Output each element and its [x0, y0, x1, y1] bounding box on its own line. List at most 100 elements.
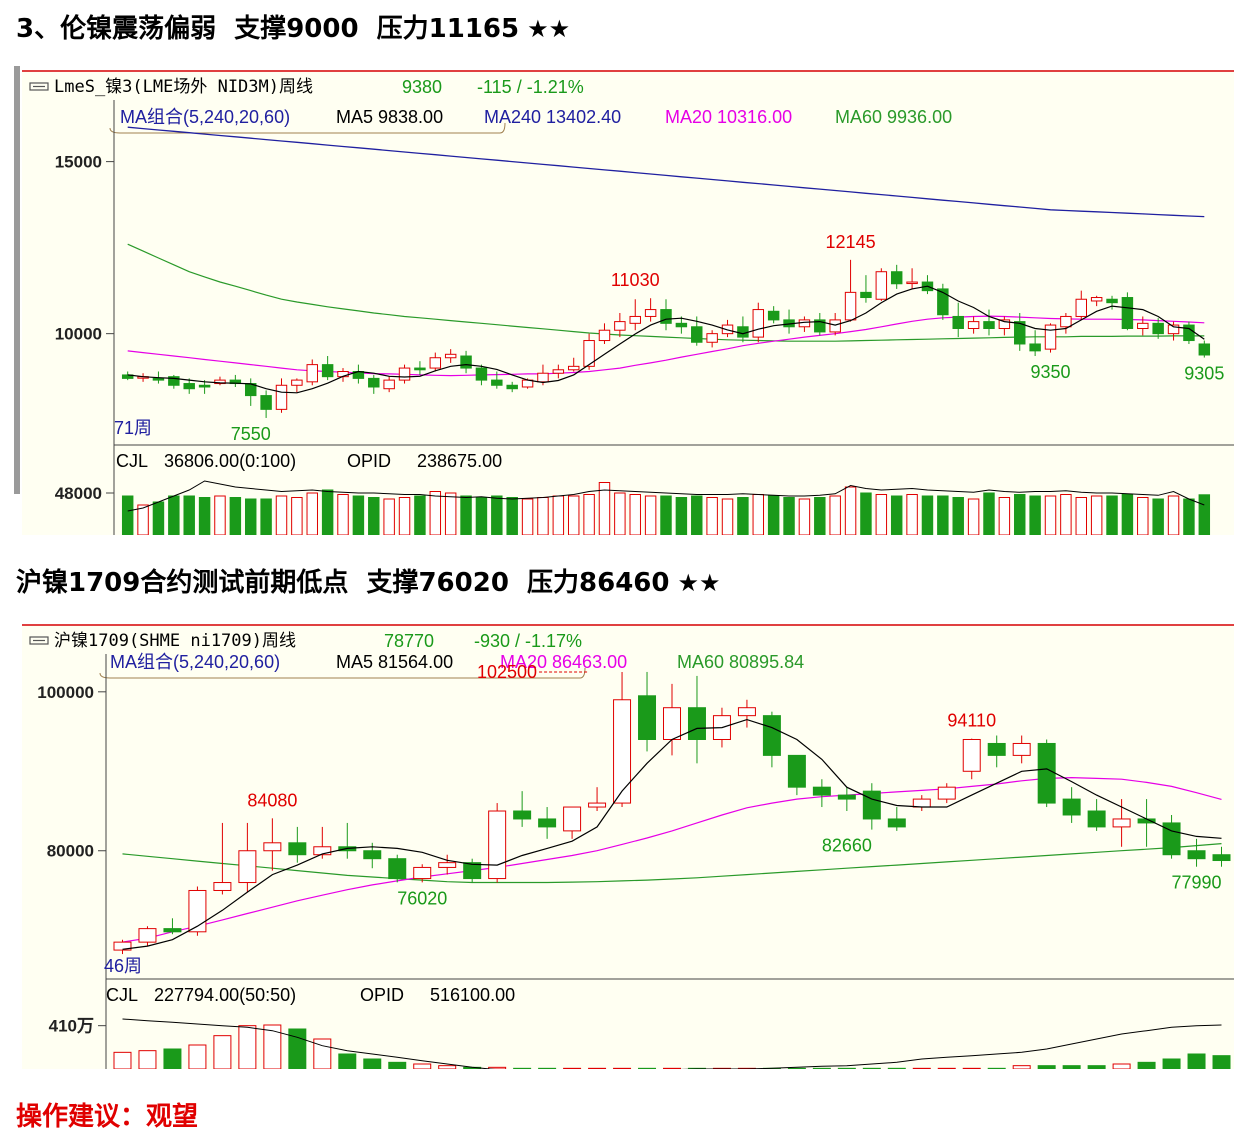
lme-nickel-weekly-chart[interactable]: LmeS_镍3(LME场外 NID3M)周线 9380 -115 / -1.21% M…: [22, 70, 1234, 535]
candle-body: [1183, 324, 1195, 342]
volume-bar: [188, 1044, 207, 1069]
ma5-line: [127, 285, 1205, 394]
y-tick-label: 10000: [55, 325, 102, 344]
volume-bar: [583, 494, 595, 535]
candle-body: [629, 315, 641, 324]
candle-body: [829, 319, 841, 333]
candle-body: [444, 353, 457, 359]
volume-bar: [363, 1058, 382, 1069]
candle-body: [752, 309, 765, 338]
candle-body: [275, 384, 288, 410]
open-interest-label: OPID: [360, 985, 404, 1005]
volume-bar: [767, 495, 780, 535]
volume-bar: [675, 497, 688, 535]
candle-body: [438, 862, 457, 868]
volume-bar: [488, 1066, 507, 1069]
price-annotation: 76020: [397, 888, 447, 908]
volume-bar: [388, 1061, 407, 1069]
candle-body: [152, 377, 165, 381]
volume-bar: [1112, 1063, 1131, 1069]
candle-body: [998, 319, 1011, 329]
volume-bar: [663, 1067, 681, 1069]
volume-bar: [998, 497, 1011, 535]
candle-body: [767, 310, 780, 321]
volume-bar: [163, 1048, 182, 1069]
volume-bar: [263, 1024, 282, 1069]
price-annotation: 82660: [822, 836, 872, 856]
volume-bar: [338, 1053, 357, 1069]
volume-bar: [183, 495, 195, 535]
candle-body: [1106, 298, 1118, 304]
volume-bar: [875, 494, 888, 535]
volume-bar: [598, 482, 611, 535]
volume-bar: [1187, 1053, 1206, 1069]
volume-bar: [260, 498, 272, 535]
candle-body: [138, 928, 157, 943]
candle-body: [413, 866, 432, 880]
candle-body: [1121, 297, 1134, 329]
volume-bar: [1212, 1055, 1231, 1069]
volume-bar: [1029, 495, 1041, 535]
price-annotation: 11030: [611, 270, 660, 290]
side-scrollbar[interactable]: [14, 66, 20, 494]
last-price: 78770: [384, 631, 434, 651]
volume-bar: [737, 497, 749, 535]
candle-body: [1090, 297, 1103, 302]
candle-body: [321, 364, 334, 378]
volume-bar: [937, 1067, 956, 1069]
candle-body: [1012, 742, 1031, 756]
last-price: 9380: [402, 77, 442, 97]
candle-body: [538, 818, 557, 828]
candle-body: [163, 928, 182, 933]
section2-title: 沪镍1709合约测试前期低点 支撑76020 压力86460: [16, 568, 670, 598]
ma-legend-ma60: MA60 9936.00: [835, 107, 952, 127]
volume-bar: [814, 497, 826, 535]
rating-stars: ★★: [677, 569, 721, 597]
candle-body: [860, 291, 872, 299]
candle-body: [460, 355, 472, 369]
candle-body: [862, 790, 881, 820]
candle-body: [912, 798, 931, 808]
volume-bar: [906, 494, 918, 535]
candle-body: [983, 321, 995, 329]
ma240-line: [127, 126, 1205, 218]
volume-bar: [798, 498, 811, 535]
symbol-label: LmeS_镍3(LME场外 NID3M)周线: [54, 77, 313, 97]
volume-bar: [837, 1067, 856, 1069]
volume-bar: [887, 1067, 906, 1069]
candle-body: [263, 842, 282, 852]
candle-body: [291, 379, 303, 386]
ma-legend-ma60: MA60 80895.84: [677, 652, 804, 672]
period-label: 71周: [114, 418, 152, 438]
volume-bar: [783, 497, 795, 535]
volume-bar: [638, 1067, 657, 1069]
volume-bar: [752, 494, 765, 535]
ma-legend-ma20: MA20 86463.00: [500, 652, 627, 672]
candle-body: [238, 850, 257, 884]
candle-body: [414, 367, 426, 371]
candle-body: [214, 379, 226, 385]
price-annotation: 7550: [231, 424, 271, 444]
y-tick-label: 100000: [37, 683, 94, 702]
symbol-label: 沪镍1709(SHME ni1709)周线: [54, 631, 296, 651]
volume-bar: [987, 1067, 1006, 1069]
candle-body: [1112, 818, 1131, 828]
candle-body: [937, 786, 956, 800]
candle-body: [987, 742, 1006, 756]
volume-bar: [1198, 494, 1211, 535]
candle-body: [491, 379, 503, 386]
candle-body: [887, 818, 906, 828]
candle-body: [687, 707, 706, 740]
volume-bar: [368, 497, 380, 535]
volume-bar: [660, 495, 672, 535]
candle-body: [737, 326, 749, 338]
volume-bar: [1183, 498, 1195, 535]
shfe-nickel-1709-weekly-chart[interactable]: 沪镍1709(SHME ni1709)周线 78770 -930 / -1.17% M…: [22, 624, 1234, 1069]
volume-bar: [291, 497, 303, 535]
volume-bar: [438, 1065, 457, 1069]
price-annotation: 84080: [247, 790, 297, 810]
candle-body: [660, 309, 672, 324]
candle-body: [567, 365, 580, 371]
open-interest-label: OPID: [347, 451, 391, 471]
volume-bar: [460, 495, 472, 535]
